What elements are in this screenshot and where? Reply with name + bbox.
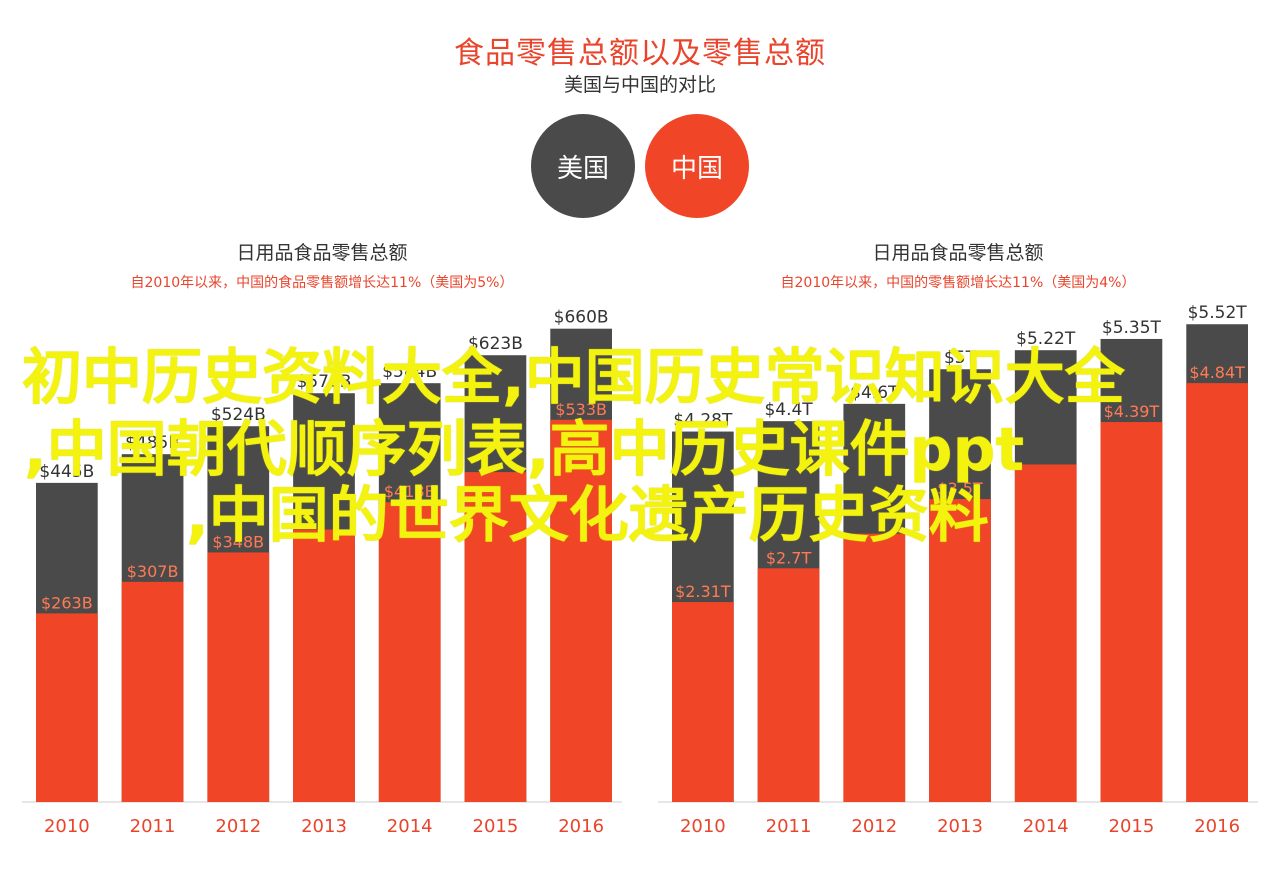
left-label-us-2011: $485B xyxy=(125,433,180,453)
right-label-cn-2015: $4.39T xyxy=(1104,402,1160,421)
right-tick-2014: 2014 xyxy=(1023,816,1069,837)
legend-us-label: 美国 xyxy=(556,153,609,184)
right-label-us-2016: $5.52T xyxy=(1188,303,1248,323)
left-tick-2011: 2011 xyxy=(130,816,176,837)
right-tick-2013: 2013 xyxy=(937,816,983,837)
right-label-us-2012: $4.6T xyxy=(850,383,899,403)
left-tick-2010: 2010 xyxy=(44,816,90,837)
right-tick-2010: 2010 xyxy=(680,816,726,837)
watermark-line-2: ,中国朝代顺序列表,高中历史课件ppt xyxy=(24,415,1025,485)
right-bar-cn-2013 xyxy=(929,499,991,802)
right-bar-cn-2011 xyxy=(757,568,820,802)
watermark-line-3: ,中国的世界文化遗产历史资料 xyxy=(186,481,989,551)
page-subtitle: 美国与中国的对比 xyxy=(563,74,716,96)
legend-cn: 中国 xyxy=(645,114,749,218)
left-bar-cn-2012 xyxy=(207,552,270,802)
right-label-cn-2011: $2.7T xyxy=(766,548,812,567)
left-tick-2015: 2015 xyxy=(473,816,519,837)
left-label-cn-2012: $348B xyxy=(212,532,264,551)
left-label-us-2014: $584B xyxy=(382,362,437,382)
chart-left-title: 日用品食品零售总额 xyxy=(236,242,408,264)
left-tick-2013: 2013 xyxy=(301,816,347,837)
right-label-us-2013: $5T xyxy=(944,348,977,368)
left-label-us-2016: $660B xyxy=(554,308,609,328)
right-label-cn-2013: $3.5T xyxy=(937,479,983,498)
left-bar-cn-2016 xyxy=(550,419,612,802)
right-label-us-2010: $4.28T xyxy=(673,411,733,431)
left-label-us-2010: $445B xyxy=(39,462,94,482)
right-tick-2012: 2012 xyxy=(851,816,897,837)
right-tick-2011: 2011 xyxy=(766,816,812,837)
left-bar-cn-2013 xyxy=(293,529,355,802)
right-bar-cn-2016 xyxy=(1186,383,1248,802)
left-label-cn-2010: $263B xyxy=(41,593,93,612)
left-label-us-2015: $623B xyxy=(468,334,523,354)
chart-right-title: 日用品食品零售总额 xyxy=(872,242,1044,264)
left-label-us-2013: $570B xyxy=(297,372,352,392)
left-tick-2016: 2016 xyxy=(558,816,604,837)
chart-left-note: 自2010年以来，中国的食品零售额增长达11%（美国为5%） xyxy=(130,275,514,291)
right-label-cn-2010: $2.31T xyxy=(675,582,731,601)
right-bar-cn-2012 xyxy=(843,533,906,802)
right-label-us-2015: $5.35T xyxy=(1102,318,1162,338)
right-bar-cn-2010 xyxy=(672,602,734,802)
left-tick-2012: 2012 xyxy=(215,816,261,837)
right-label-cn-2016: $4.84T xyxy=(1189,363,1245,382)
right-tick-2015: 2015 xyxy=(1109,816,1155,837)
right-bar-cn-2015 xyxy=(1100,422,1163,802)
legend-us: 美国 xyxy=(531,114,635,218)
legend-cn-label: 中国 xyxy=(670,153,723,184)
page-title: 食品零售总额以及零售总额 xyxy=(454,36,826,71)
left-label-cn-2016: $533B xyxy=(555,400,607,419)
right-label-us-2011: $4.4T xyxy=(764,400,813,420)
right-label-us-2014: $5.22T xyxy=(1016,329,1076,349)
left-label-cn-2014: $418B xyxy=(384,482,436,501)
left-bar-cn-2015 xyxy=(464,472,527,802)
watermark-line-1: 初中历史资料大全,中国历史常识知识大全 xyxy=(22,343,1125,413)
left-tick-2014: 2014 xyxy=(387,816,433,837)
right-bar-cn-2014 xyxy=(1014,464,1077,802)
left-label-cn-2011: $307B xyxy=(127,562,179,581)
right-tick-2016: 2016 xyxy=(1194,816,1240,837)
left-bar-cn-2011 xyxy=(121,581,184,802)
chart-right-note: 自2010年以来，中国的零售额增长达11%（美国为4%） xyxy=(780,275,1136,291)
left-label-us-2012: $524B xyxy=(211,405,266,425)
left-bar-cn-2014 xyxy=(378,502,441,802)
left-bar-cn-2010 xyxy=(36,613,98,802)
